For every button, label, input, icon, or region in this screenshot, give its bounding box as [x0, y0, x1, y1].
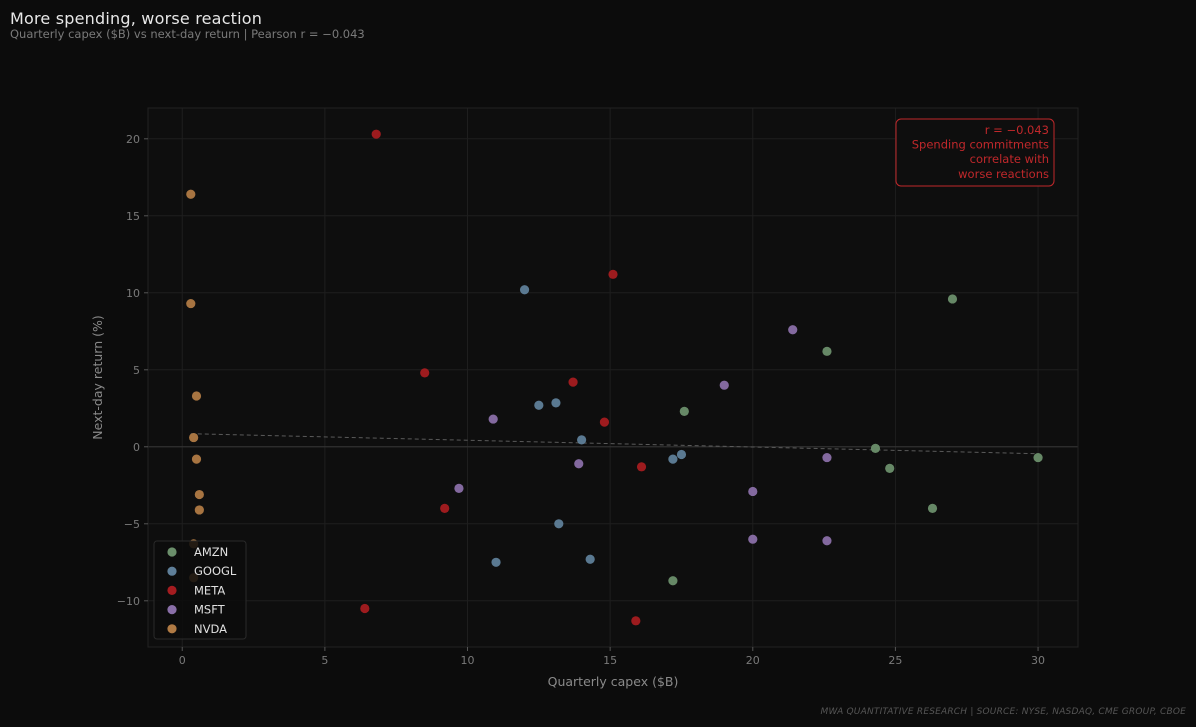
legend-marker: [167, 605, 177, 615]
annotation-line: correlate with: [970, 152, 1049, 166]
data-point: [927, 503, 938, 513]
plot-area: [148, 108, 1078, 647]
x-tick-label: 15: [603, 654, 617, 667]
chart-subtitle: Quarterly capex ($B) vs next-day return …: [10, 27, 365, 41]
data-point: [519, 285, 530, 295]
legend-marker: [167, 624, 177, 634]
legend-box: [153, 540, 247, 640]
data-point: [668, 454, 678, 464]
series-amzn: [668, 294, 1043, 586]
data-point: [822, 346, 832, 356]
x-tick-label: 5: [321, 654, 328, 667]
annotation-box: [895, 118, 1055, 187]
data-point: [186, 298, 196, 309]
plot-frame: [147, 107, 1079, 648]
data-point: [676, 449, 687, 460]
data-point: [585, 554, 595, 564]
series-meta: [360, 129, 647, 626]
data-point: [488, 414, 498, 424]
data-point: [568, 377, 578, 387]
x-tick-label: 10: [461, 654, 475, 667]
data-point: [679, 406, 689, 416]
x-tick-label: 20: [746, 654, 760, 667]
data-point: [822, 536, 832, 546]
y-tick-label: 5: [133, 364, 140, 377]
data-point: [186, 189, 196, 199]
data-point: [608, 269, 618, 279]
source-footer: MWA QUANTITATIVE RESEARCH | SOURCE: NYSE…: [820, 707, 1186, 717]
y-tick-label: 0: [133, 441, 140, 454]
data-point: [668, 576, 678, 586]
legend-marker: [167, 547, 177, 557]
data-point: [534, 400, 544, 410]
legend-marker: [167, 566, 177, 576]
y-axis-label: Next-day return (%): [90, 315, 105, 439]
legend-label-nvda: NVDA: [194, 622, 227, 636]
data-point: [577, 435, 587, 445]
data-point: [574, 459, 584, 469]
y-tick-label: 15: [126, 210, 140, 223]
data-point: [554, 519, 564, 529]
legend-label-msft: MSFT: [194, 603, 226, 617]
y-tick-label: −10: [117, 595, 140, 608]
data-point: [191, 454, 202, 464]
data-point: [748, 486, 758, 497]
data-point: [719, 380, 729, 390]
y-tick-label: −5: [124, 518, 140, 531]
data-point: [1033, 452, 1043, 463]
data-point: [420, 368, 430, 378]
data-point: [788, 325, 798, 335]
legend-label-googl: GOOGL: [194, 564, 237, 578]
series-msft: [454, 325, 832, 546]
data-point: [440, 503, 450, 513]
annotation-line: Spending commitments: [912, 138, 1049, 152]
data-point: [454, 483, 464, 493]
data-point: [360, 603, 370, 614]
x-tick-label: 25: [888, 654, 902, 667]
legend-label-amzn: AMZN: [194, 545, 228, 559]
data-point: [189, 432, 199, 443]
annotation-line: worse reactions: [958, 167, 1049, 181]
data-point: [191, 391, 202, 401]
x-tick-label: 30: [1031, 654, 1045, 667]
data-point: [748, 534, 758, 544]
y-tick-label: 20: [126, 133, 140, 146]
x-axis-label: Quarterly capex ($B): [548, 674, 679, 689]
data-point: [870, 443, 881, 453]
x-tick-label: 0: [179, 654, 186, 667]
data-point: [822, 452, 832, 463]
data-point: [491, 557, 501, 567]
data-point: [947, 294, 958, 304]
legend-marker: [167, 585, 177, 596]
chart-title: More spending, worse reaction: [10, 9, 263, 28]
data-point: [551, 398, 561, 408]
data-point: [631, 616, 641, 626]
series-googl: [491, 285, 687, 567]
legend-label-meta: META: [194, 583, 225, 597]
data-point: [194, 489, 204, 500]
data-point: [636, 462, 647, 472]
annotation-line: r = −0.043: [985, 123, 1049, 137]
trend-line: [190, 433, 1039, 455]
data-point: [194, 505, 204, 515]
data-point: [885, 463, 895, 473]
data-point: [599, 417, 610, 427]
y-tick-label: 10: [126, 287, 140, 300]
data-point: [371, 129, 381, 139]
